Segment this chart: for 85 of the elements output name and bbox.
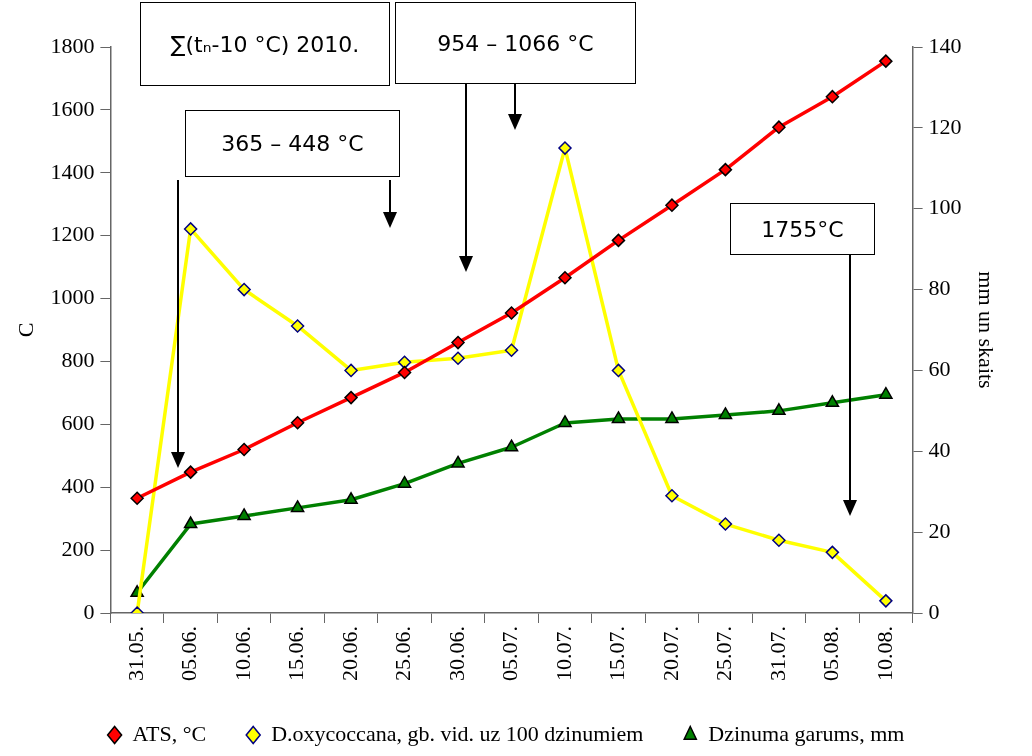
point bbox=[718, 162, 733, 177]
note-box: 365 – 448 °C bbox=[185, 110, 400, 177]
point bbox=[237, 508, 251, 521]
y-axis-title: C bbox=[12, 322, 38, 338]
point bbox=[772, 533, 786, 547]
y-tick-label: 1200 bbox=[50, 221, 95, 247]
y2-tick-label: 0 bbox=[928, 598, 940, 624]
y-tick-label: 200 bbox=[61, 535, 95, 561]
x-tick-label: 25.07. bbox=[711, 626, 737, 681]
point bbox=[451, 335, 465, 350]
y2-tick-label: 140 bbox=[928, 32, 962, 58]
point bbox=[451, 455, 465, 468]
x-tick-label: 05.07. bbox=[497, 626, 523, 681]
y-tick-label: 0 bbox=[83, 598, 95, 624]
point bbox=[611, 411, 626, 424]
x-tick-label: 10.06. bbox=[229, 626, 255, 681]
point bbox=[504, 439, 519, 452]
y-tick-label: 1800 bbox=[50, 32, 95, 58]
point bbox=[397, 365, 412, 380]
legend-label: D.oxycoccana, gb. vid. uz 100 dzinumiem bbox=[271, 720, 644, 746]
x-tick-label: 15.06. bbox=[283, 626, 309, 681]
point bbox=[665, 411, 679, 424]
point bbox=[183, 465, 198, 479]
x-tick-label: 30.06. bbox=[443, 626, 469, 681]
y-tick-label: 1000 bbox=[50, 284, 95, 310]
point bbox=[772, 403, 786, 416]
point bbox=[558, 271, 572, 285]
point bbox=[879, 594, 893, 608]
y-tick-label: 600 bbox=[61, 410, 95, 436]
point bbox=[879, 54, 893, 68]
point bbox=[183, 516, 198, 529]
y2-tick-label: 60 bbox=[928, 356, 951, 382]
note-box: ∑(tₙ-10 °C) 2010. bbox=[140, 2, 390, 86]
point bbox=[130, 491, 144, 505]
point bbox=[825, 395, 840, 408]
x-tick-label: 10.07. bbox=[550, 626, 576, 681]
point bbox=[558, 141, 572, 155]
point bbox=[344, 390, 358, 405]
point bbox=[665, 489, 679, 503]
y2-tick-label: 80 bbox=[928, 275, 951, 301]
point bbox=[451, 351, 465, 366]
x-tick-label: 31.05. bbox=[122, 626, 148, 681]
x-tick-label: 10.08. bbox=[871, 626, 897, 681]
point bbox=[344, 492, 358, 505]
point bbox=[504, 343, 519, 357]
point bbox=[825, 89, 840, 104]
point bbox=[825, 545, 840, 560]
point bbox=[718, 517, 733, 531]
x-tick-label: 20.06. bbox=[336, 626, 362, 681]
y2-tick-label: 40 bbox=[928, 437, 951, 463]
x-tick-label: 05.06. bbox=[176, 626, 202, 681]
x-tick-label: 20.07. bbox=[657, 626, 683, 681]
point bbox=[290, 500, 305, 513]
point bbox=[718, 407, 733, 420]
point bbox=[290, 319, 305, 333]
note-box: 1755°C bbox=[730, 203, 875, 255]
x-tick-label: 25.06. bbox=[390, 626, 416, 681]
x-tick-label: 15.07. bbox=[604, 626, 630, 681]
point bbox=[665, 198, 679, 212]
y2-axis-title: mm un skaits bbox=[974, 271, 1000, 389]
note-box: 954 – 1066 °C bbox=[395, 2, 636, 84]
y2-tick-label: 20 bbox=[928, 517, 951, 543]
y-tick-label: 1600 bbox=[50, 95, 95, 121]
point bbox=[237, 442, 251, 457]
point bbox=[611, 233, 626, 248]
point bbox=[290, 416, 305, 430]
x-tick-label: 05.08. bbox=[818, 626, 844, 681]
y-tick-label: 800 bbox=[61, 347, 95, 373]
point bbox=[397, 355, 412, 370]
x-tick-label: 31.07. bbox=[764, 626, 790, 681]
point bbox=[611, 363, 626, 378]
point bbox=[397, 475, 412, 488]
legend-label: Dzinuma garums, mm bbox=[708, 720, 905, 746]
point bbox=[558, 415, 572, 428]
point bbox=[504, 306, 519, 320]
y2-tick-label: 120 bbox=[928, 113, 962, 139]
point bbox=[879, 386, 893, 399]
y-tick-label: 1400 bbox=[50, 158, 95, 184]
y-tick-label: 400 bbox=[61, 473, 95, 498]
legend-label: ATS, °C bbox=[132, 720, 207, 746]
point bbox=[237, 282, 251, 297]
point bbox=[344, 363, 358, 378]
y2-tick-label: 100 bbox=[928, 194, 962, 220]
point bbox=[183, 222, 198, 236]
point bbox=[772, 120, 786, 134]
